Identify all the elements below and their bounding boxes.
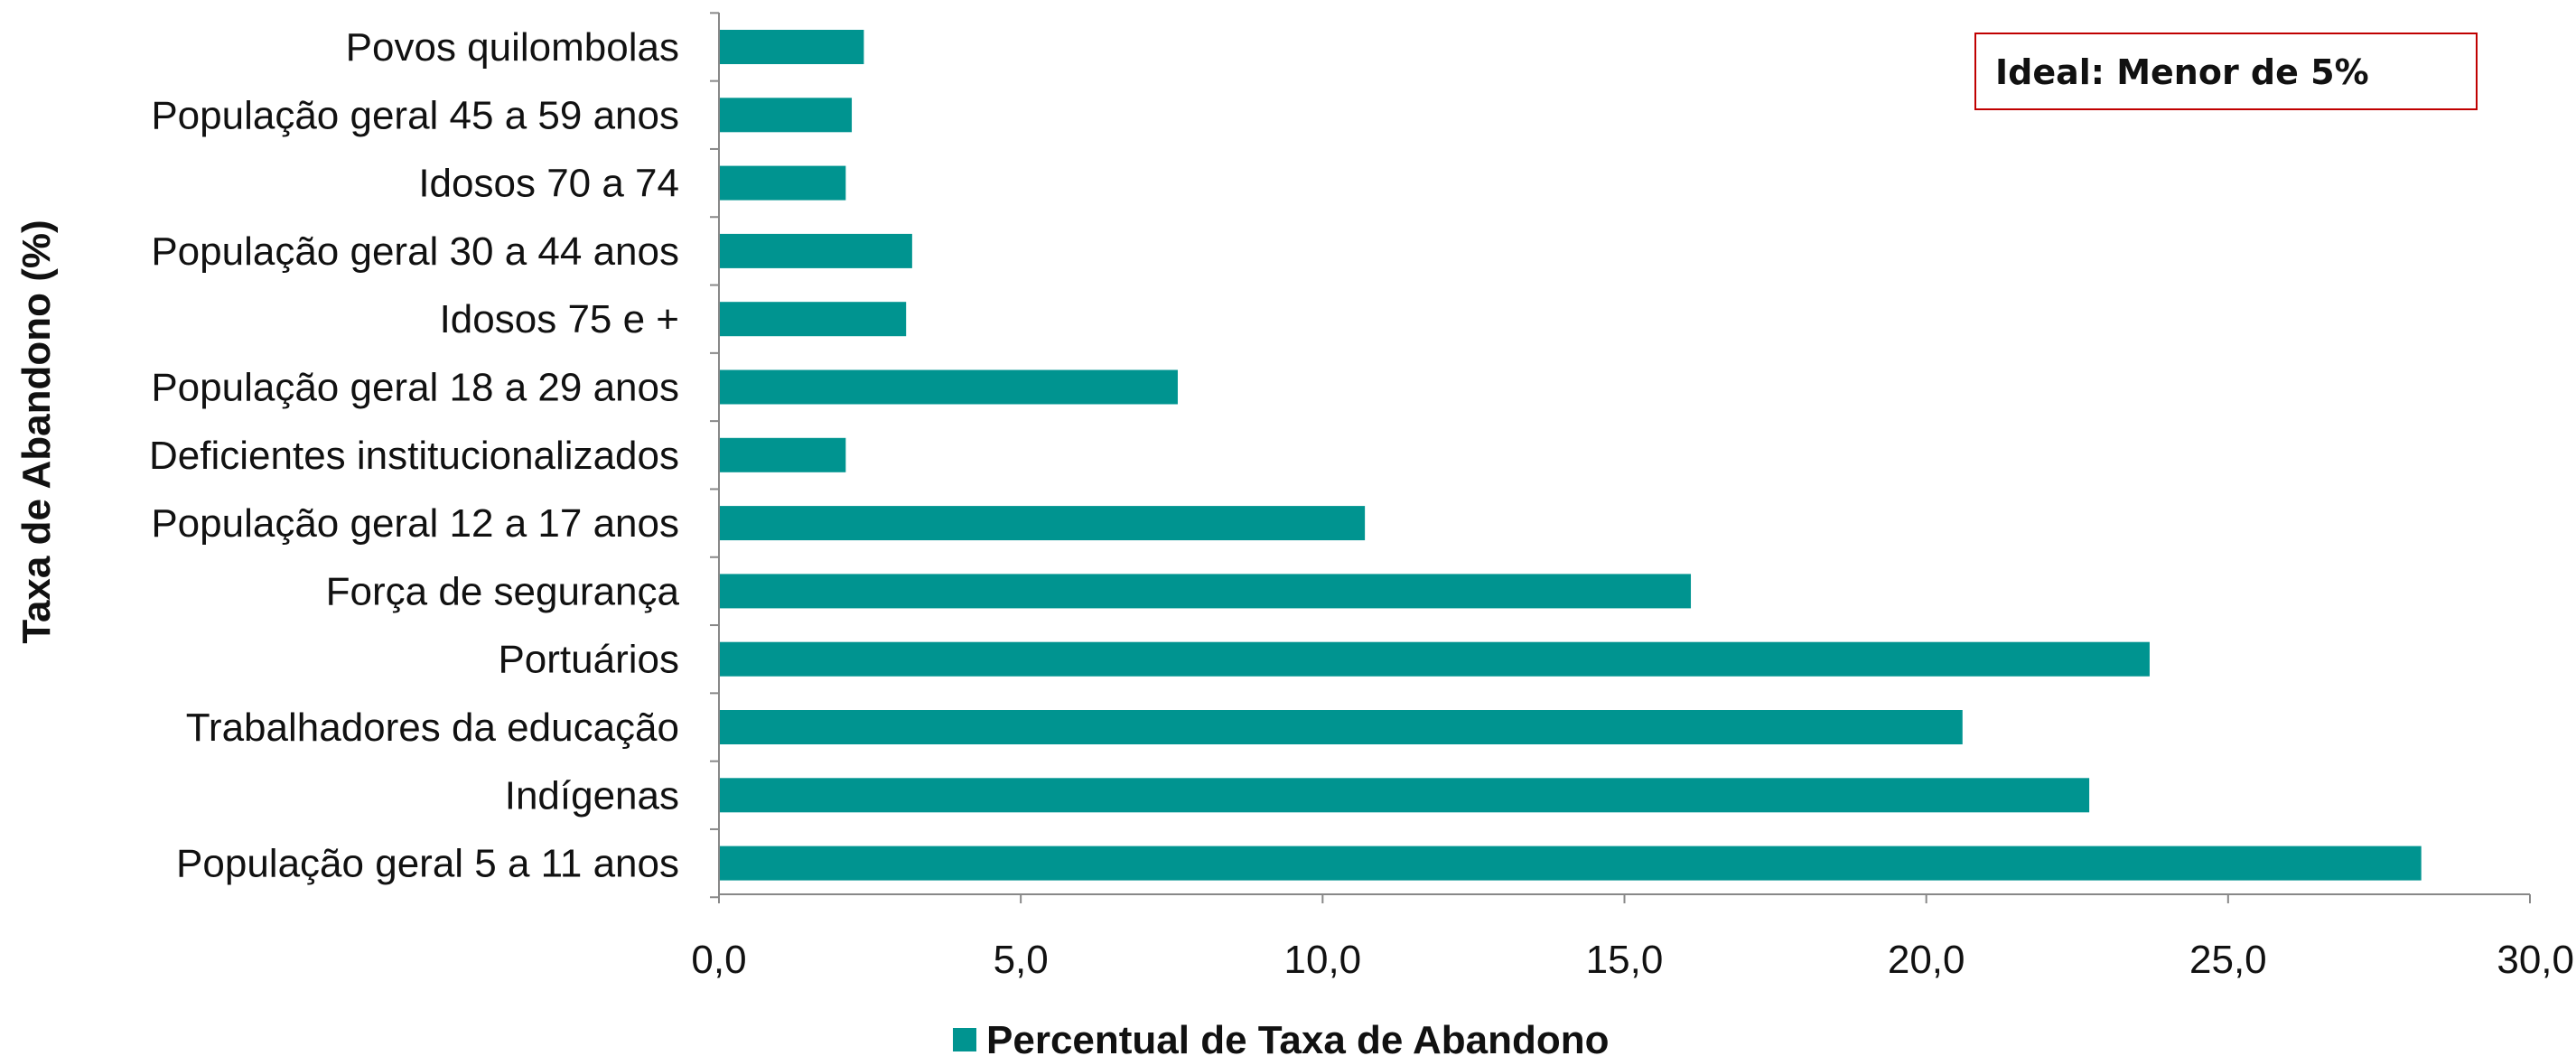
bar — [719, 641, 2150, 677]
bar — [719, 233, 912, 268]
category-labels: Povos quilombolas População geral 45 a 59… — [149, 25, 680, 886]
category-label: População geral 12 a 17 anos — [151, 501, 679, 546]
bar — [719, 506, 1366, 541]
legend: Percentual de Taxa de Abandono — [953, 1018, 1609, 1056]
bar — [719, 302, 907, 337]
bar — [719, 778, 2090, 813]
category-label: Povos quilombolas — [346, 25, 679, 70]
legend-label: Percentual de Taxa de Abandono — [986, 1018, 1609, 1056]
annotation-box: Ideal: Menor de 5% — [1974, 33, 2478, 110]
x-tick-label: 10,0 — [1284, 938, 1362, 982]
category-label: Idosos 75 e + — [440, 297, 679, 341]
bars-group — [719, 30, 2422, 881]
bar — [719, 30, 864, 64]
x-tick-label: 25,0 — [2189, 938, 2267, 982]
category-label: População geral 5 a 11 anos — [176, 842, 679, 886]
bar — [719, 710, 1963, 744]
y-axis-title: Taxa de Abandono (%) — [14, 220, 59, 643]
category-label: População geral 45 a 59 anos — [151, 93, 679, 137]
category-label: Indígenas — [505, 773, 679, 818]
x-tick-label: 0,0 — [691, 938, 746, 982]
x-tick-label: 5,0 — [994, 938, 1049, 982]
category-label: Deficientes institucionalizados — [149, 434, 679, 478]
bar — [719, 369, 1178, 405]
x-tick-label: 30,0 — [2497, 938, 2574, 982]
annotation-text: Ideal: Menor de 5% — [1995, 52, 2369, 92]
category-label: População geral 30 a 44 anos — [151, 229, 679, 274]
bar — [719, 574, 1692, 609]
bar — [719, 846, 2422, 881]
bar — [719, 165, 846, 201]
axes-group — [710, 12, 2531, 903]
category-label: Trabalhadores da educação — [186, 706, 679, 750]
bar — [719, 437, 846, 472]
category-label: Força de segurança — [326, 569, 680, 613]
tick-labels-group: 0,0 5,0 10,0 15,0 20,0 25,0 30,0 — [691, 938, 2574, 982]
category-label: População geral 18 a 29 anos — [151, 366, 679, 410]
legend-swatch — [953, 1028, 976, 1051]
bar — [719, 98, 853, 133]
category-label: Portuários — [498, 638, 679, 682]
x-tick-label: 15,0 — [1586, 938, 1664, 982]
x-tick-label: 20,0 — [1888, 938, 1965, 982]
category-label: Idosos 70 a 74 — [418, 162, 679, 206]
